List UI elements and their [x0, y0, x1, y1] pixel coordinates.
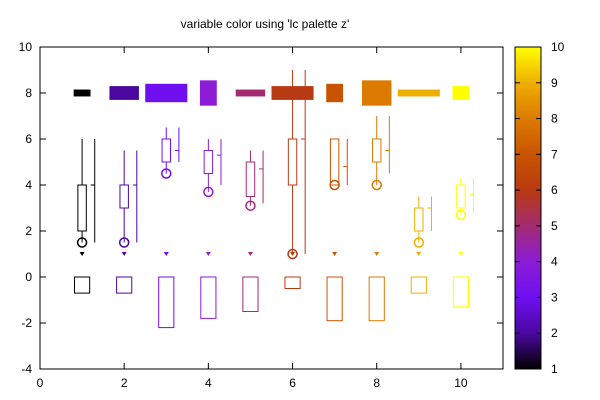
marker	[247, 252, 253, 256]
candle-box	[245, 161, 256, 197]
candle-box	[77, 184, 87, 232]
top-box	[109, 86, 139, 100]
candle-box	[414, 207, 424, 232]
bottom-box	[326, 276, 343, 322]
y-tick-label: 4	[25, 178, 32, 192]
colorbar-tick-label: 2	[551, 326, 558, 340]
colorbar-tick-label: 10	[551, 40, 565, 54]
candle-box	[372, 138, 382, 163]
candle-circle	[76, 237, 88, 248]
colorbar-tick-label: 4	[551, 255, 558, 269]
marker	[416, 252, 422, 256]
top-box	[397, 89, 440, 97]
candle-box	[161, 138, 171, 163]
chart-title: variable color using 'lc palette z'	[181, 17, 350, 31]
axes: 0 2 4 6 8 10 -4 -2 0 2 4 6 8 10	[19, 40, 503, 390]
bottom-box	[452, 276, 469, 308]
bottom-box	[74, 276, 91, 294]
marker	[79, 252, 85, 256]
bottom-box	[284, 276, 301, 289]
bottom-box	[200, 276, 217, 319]
bottom-box	[410, 276, 427, 294]
colorbar-tick-label: 9	[551, 76, 558, 90]
bottom-box	[242, 276, 259, 312]
marker	[163, 252, 169, 256]
marker	[121, 252, 127, 256]
x-tick-label: 2	[121, 376, 128, 390]
y-tick-label: 2	[25, 224, 32, 238]
plot-area	[73, 70, 475, 329]
candle-circle	[118, 237, 130, 248]
candle-circle	[329, 179, 340, 191]
x-tick-label: 4	[205, 376, 212, 390]
candle-box	[287, 138, 298, 186]
top-box	[326, 83, 344, 103]
candle-box	[203, 150, 214, 174]
marker	[332, 252, 338, 256]
candle-circle	[413, 237, 425, 248]
colorbar-tick-label: 7	[551, 147, 558, 161]
colorbar-tick-label: 8	[551, 112, 558, 126]
candle-circle	[371, 179, 382, 191]
colorbar-tick-label: 3	[551, 290, 558, 304]
top-box	[235, 89, 266, 97]
x-tick-label: 10	[454, 376, 468, 390]
colorbar-tick-label: 5	[551, 219, 558, 233]
candle-circle	[455, 209, 467, 221]
x-tick-label: 6	[289, 376, 296, 390]
candle-box	[456, 184, 466, 209]
colorbar	[514, 46, 542, 370]
candle-circle	[287, 248, 298, 260]
colorbar-tick-label: 1	[551, 362, 558, 376]
marker	[458, 252, 464, 256]
colorbar-tick-label: 6	[551, 183, 558, 197]
top-box	[73, 89, 91, 97]
top-box	[361, 80, 392, 106]
candle-box	[329, 138, 340, 186]
y-tick-label: -2	[21, 316, 32, 330]
plot-border	[39, 46, 504, 370]
candle-circle	[161, 168, 172, 179]
candle-circle	[245, 200, 256, 211]
bottom-box	[158, 276, 175, 329]
x-tick-label: 0	[37, 376, 44, 390]
y-tick-label: -4	[21, 362, 32, 376]
top-box	[452, 86, 470, 100]
marker	[290, 252, 296, 256]
bottom-box	[116, 276, 133, 294]
y-tick-label: 6	[25, 132, 32, 146]
x-tick-label: 8	[373, 376, 380, 390]
candle-circle	[203, 186, 214, 198]
marker	[374, 252, 380, 256]
colorbar-ticks: 1 2 3 4 5 6 7 8 9 10	[515, 40, 565, 376]
bottom-box	[368, 276, 385, 322]
y-tick-label: 10	[19, 40, 33, 54]
y-tick-label: 8	[25, 86, 32, 100]
y-tick-label: 0	[25, 270, 32, 284]
marker	[205, 252, 211, 256]
top-box	[145, 83, 188, 103]
candle-box	[119, 184, 129, 209]
top-box	[199, 80, 217, 106]
